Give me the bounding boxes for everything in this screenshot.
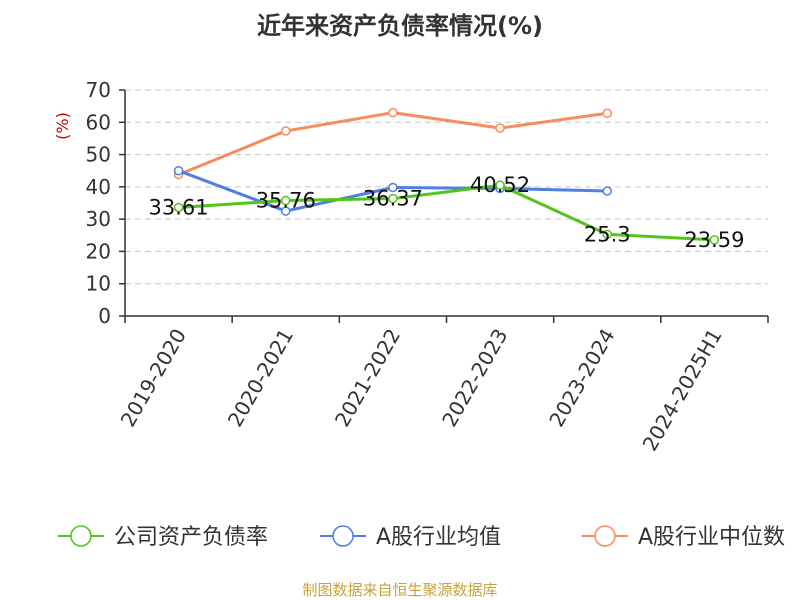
x-tick-label: 2020-2021 (223, 325, 298, 431)
legend-item[interactable]: A股行业中位数 (582, 525, 785, 550)
x-tick-label: 2022-2023 (437, 325, 512, 431)
legend-swatch-marker (70, 525, 92, 547)
data-point[interactable] (388, 107, 398, 118)
x-tick-label: 2024-2025H1 (638, 325, 727, 455)
data-point[interactable] (281, 206, 291, 216)
data-point[interactable] (388, 193, 398, 204)
chart-title: 近年来资产负债率情况(%) (257, 12, 543, 40)
data-label: 35.76 (256, 189, 316, 213)
legend-item[interactable]: A股行业均值 (320, 525, 501, 550)
data-point[interactable] (709, 235, 720, 245)
x-tick-label: 2019-2020 (116, 325, 191, 431)
data-point[interactable] (602, 108, 612, 118)
y-tick-label: 70 (86, 78, 111, 102)
data-point[interactable] (173, 165, 184, 176)
x-tick-label: 2021-2022 (330, 325, 405, 431)
y-tick-label: 20 (86, 239, 111, 263)
y-unit-label: (%) (53, 112, 72, 140)
data-point[interactable] (602, 229, 612, 240)
legend-label: 公司资产负债率 (114, 525, 268, 550)
data-labels: 33.61 35.76 36.37 40.52 25.3 23.59 (149, 173, 745, 252)
data-label: 33.61 (149, 195, 209, 219)
legend-item[interactable]: 公司资产负债率 (58, 525, 268, 550)
data-point[interactable] (602, 186, 612, 196)
axes: 0 10 20 30 40 50 60 70 2019-2020 2020-2021 2021-20… (86, 78, 769, 455)
data-point[interactable] (388, 182, 398, 193)
data-point[interactable] (495, 123, 505, 133)
y-tick-label: 50 (86, 143, 111, 167)
data-point[interactable] (281, 126, 291, 136)
y-tick-label: 10 (86, 272, 111, 296)
legend[interactable]: 公司资产负债率 A股行业均值 A股行业中位数 (58, 525, 785, 550)
data-label: 23.59 (684, 228, 744, 252)
legend-swatch-marker (594, 525, 616, 547)
x-tick-label: 2023-2024 (544, 325, 619, 431)
series-line (178, 111, 608, 176)
y-tick-label: 60 (86, 110, 111, 134)
series-line (178, 183, 715, 242)
data-point[interactable] (173, 202, 184, 213)
legend-label: A股行业均值 (376, 525, 501, 550)
y-tick-label: 40 (86, 175, 111, 199)
y-tick-label: 0 (98, 304, 111, 328)
series-lines (173, 107, 720, 245)
legend-swatch-marker (332, 525, 354, 547)
data-label: 40.52 (470, 173, 530, 197)
data-label: 36.37 (363, 187, 423, 211)
source-note: 制图数据来自恒生聚源数据库 (302, 581, 498, 599)
data-point[interactable] (281, 195, 291, 206)
legend-label: A股行业中位数 (638, 525, 785, 550)
data-point[interactable] (495, 180, 505, 190)
data-label: 25.3 (584, 222, 631, 246)
y-tick-label: 30 (86, 207, 111, 231)
